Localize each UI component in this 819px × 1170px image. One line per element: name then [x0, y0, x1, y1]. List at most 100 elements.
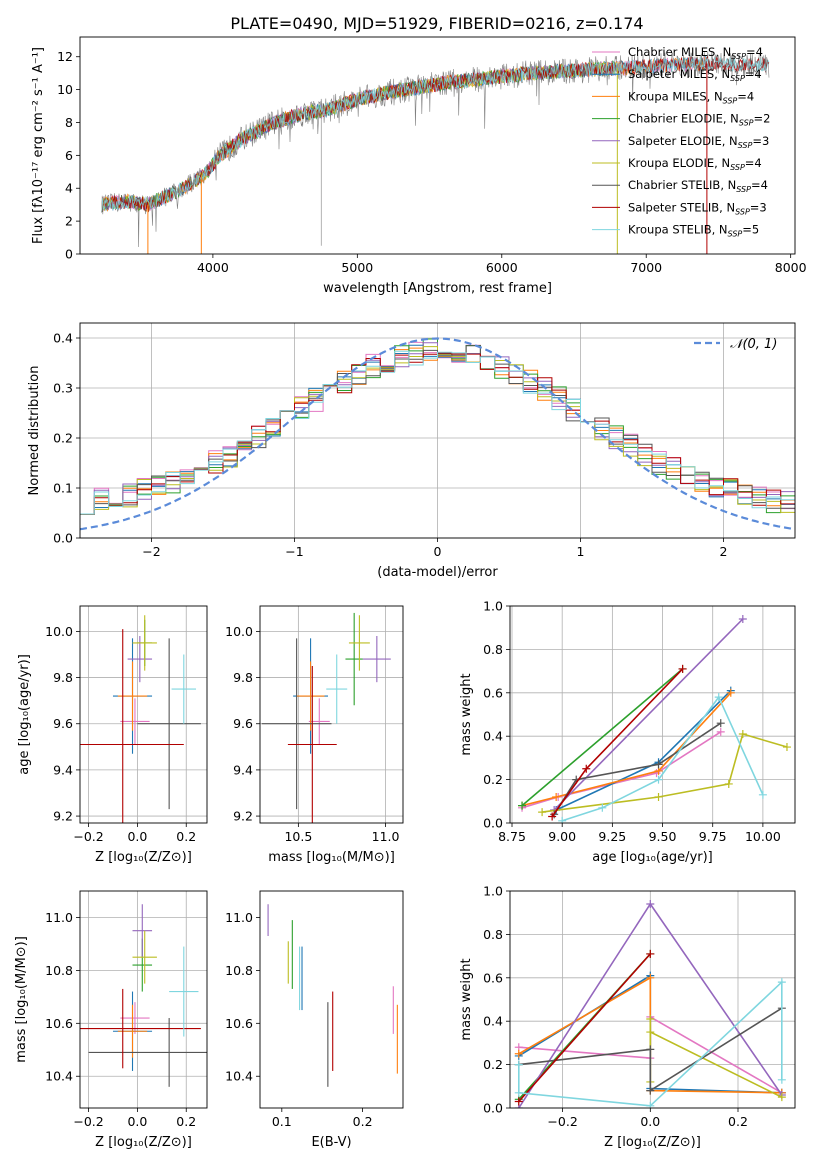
- weight_vs_Z-axes: −0.2 0.0 0.2 0.0 0.2 0.4 0.6 0.8 1.0 Z [log₁₀(Z/Z…: [459, 884, 796, 1150]
- age_vs_Z-ytick-label: 9.4: [53, 762, 73, 777]
- spectrum-frame: [79, 36, 796, 255]
- mass_vs_Z-frame: [79, 890, 208, 1109]
- weight-marker-3: [518, 801, 527, 810]
- mass_vs_ebv-axes: 0.1 0.2 10.4 10.6 10.8 11.0 E(B-V): [225, 890, 404, 1150]
- mass_vs_Z-xtick-label: 0.2: [176, 1114, 196, 1129]
- figure-title: PLATE=0490, MJD=51929, FIBERID=0216, z=0…: [230, 14, 643, 33]
- residuals-xtick-label: −1: [285, 544, 303, 559]
- weight_vs_age-frame: [509, 605, 796, 824]
- age_vs_mass-axes: 10.5 11.0 9.2 9.4 9.6 9.8 10.0 mass [log₁₀(M/M⊙…: [225, 605, 404, 865]
- mass_vs_Z-xtick-label: −0.2: [73, 1114, 103, 1129]
- age_vs_Z-frame: [79, 605, 208, 824]
- weight-marker-7: [514, 1097, 523, 1106]
- legend-label-4: Salpeter ELODIE, NSSP=3: [628, 134, 769, 150]
- mass_vs_Z-ytick-label: 11.0: [45, 910, 73, 925]
- age_vs_mass-plot-area: [261, 612, 391, 823]
- spectrum-plot-bg: [80, 37, 795, 254]
- spectrum-ytick-label: 0: [65, 247, 73, 262]
- weight_vs_age-ytick-label: 1.0: [483, 599, 503, 614]
- weight-marker-8: [714, 693, 723, 702]
- weight-marker-8: [558, 816, 567, 823]
- weight_vs_age-xtick-label: 9.50: [649, 829, 677, 844]
- weight-marker-6: [646, 1086, 655, 1095]
- weight-marker-6: [716, 719, 725, 728]
- legend-label-7: Salpeter STELIB, NSSP=3: [628, 200, 767, 216]
- age_vs_Z-ylabel: age [log₁₀(age/yr)]: [17, 654, 32, 775]
- mass_vs_Z-plot-bg: [80, 891, 207, 1108]
- residuals-xlabel: (data-model)/error: [377, 565, 498, 580]
- legend-label-6: Chabrier STELIB, NSSP=4: [628, 178, 768, 194]
- weight-line-2: [521, 692, 732, 807]
- weight-line-0: [521, 731, 722, 809]
- weight-marker-5: [724, 779, 733, 788]
- weight_vs_age-plot-bg: [510, 606, 795, 823]
- weight_vs_Z-xtick-label: 0.2: [728, 1114, 748, 1129]
- mass_vs_ebv-plot-bg: [260, 891, 403, 1108]
- spectrum-axes: 4000 5000 6000 7000 8000 0 2 4 6 8 10 12 wavelength …: [31, 36, 807, 296]
- spectrum-ytick-label: 8: [65, 115, 73, 130]
- histogram-8: [80, 350, 795, 515]
- mass_vs_Z-grid: [80, 891, 207, 1108]
- weight_vs_Z-frame: [509, 890, 796, 1109]
- weight_vs_Z-ytick-label: 0.8: [483, 927, 503, 942]
- weight_vs_age-ylabel: mass weight: [459, 673, 474, 755]
- age_vs_Z-plot-area: [80, 615, 201, 823]
- weight-marker-5: [654, 792, 663, 801]
- weight_vs_age-xtick-label: 9.00: [548, 829, 576, 844]
- weight_vs_Z-ytick-label: 0.4: [483, 1014, 503, 1029]
- residuals-ytick-label: 0.3: [53, 381, 73, 396]
- weight-marker-6: [654, 760, 663, 769]
- weight-marker-8: [654, 775, 663, 784]
- weight_vs_age-xtick-label: 9.25: [598, 829, 626, 844]
- weight-marker-4: [738, 615, 747, 624]
- weight-marker-2: [646, 973, 655, 982]
- gaussian-curve: [80, 337, 793, 531]
- age_vs_Z-ytick-label: 9.8: [53, 670, 73, 685]
- weight-marker-8: [514, 1060, 523, 1069]
- mass_vs_Z-ytick-label: 10.4: [45, 1069, 73, 1084]
- age_vs_Z-xtick-label: 0.2: [176, 829, 196, 844]
- age_vs_mass-xtick-label: 11.0: [372, 829, 400, 844]
- weight_vs_age-ytick-label: 0.4: [483, 729, 503, 744]
- weight-marker-7: [646, 949, 655, 958]
- weight_vs_Z-ytick-label: 0.6: [483, 970, 503, 985]
- spectrum-ytick-label: 4: [65, 181, 73, 196]
- mass_vs_ebv-frame: [259, 890, 404, 1109]
- mass_vs_ebv-plot-area: [267, 904, 398, 1087]
- spectrum-xlabel: wavelength [Angstrom, rest frame]: [323, 281, 552, 296]
- weight_vs_Z-ticks: −0.2 0.0 0.2 0.0 0.2 0.4 0.6 0.8 1.0: [483, 884, 748, 1130]
- spectrum-ytick-label: 6: [65, 148, 73, 163]
- age_vs_Z-ticks: −0.2 0.0 0.2 9.2 9.4 9.6 9.8 10.0: [45, 624, 196, 844]
- legend-label-3: Chabrier ELODIE, NSSP=2: [628, 112, 770, 128]
- age_vs_mass-xtick-label: 10.5: [284, 829, 312, 844]
- residuals-plot-area: [80, 337, 795, 531]
- age_vs_mass-ytick-label: 9.6: [233, 716, 253, 731]
- weight-marker-8: [646, 1101, 655, 1108]
- weight-line-6: [518, 1007, 783, 1093]
- age_vs_mass-ytick-label: 9.2: [233, 809, 253, 824]
- weight_vs_age-ticks: 8.75 9.00 9.25 9.50 9.75 10.00 0.0 0.2 0.4 0.6 0.8…: [483, 599, 781, 845]
- model-line-8: [101, 56, 770, 212]
- weight-marker-2: [552, 792, 561, 801]
- weight-marker-5: [777, 1093, 786, 1102]
- weight_vs_age-ytick-label: 0.6: [483, 685, 503, 700]
- age_vs_Z-axes: −0.2 0.0 0.2 9.2 9.4 9.6 9.8 10.0 Z [log₁₀(Z/Z⊙)…: [17, 605, 208, 865]
- mass_vs_ebv-ticks: 0.1 0.2 10.4 10.6 10.8 11.0: [225, 910, 372, 1129]
- age_vs_Z-ytick-label: 10.0: [45, 624, 73, 639]
- mass_vs_Z-axes: −0.2 0.0 0.2 10.4 10.6 10.8 11.0 Z [log₁₀(Z/Z⊙)…: [14, 890, 208, 1150]
- weight_vs_age-xtick-label: 8.75: [498, 829, 526, 844]
- residuals-xtick-label: 2: [720, 544, 728, 559]
- spectrum-legend: Chabrier MILES, NSSP=4 Salpeter MILES, NS…: [592, 45, 770, 239]
- weight-marker-5: [538, 808, 547, 817]
- weight_vs_Z-ytick-label: 0.0: [483, 1101, 503, 1116]
- weight_vs_Z-ylabel: mass weight: [459, 958, 474, 1040]
- weight_vs_Z-xtick-label: 0.0: [640, 1114, 660, 1129]
- weight-marker-5: [646, 1015, 655, 1024]
- weight-marker-7: [548, 812, 557, 821]
- residuals-ytick-label: 0.0: [53, 531, 73, 546]
- weight-marker-8: [514, 1088, 523, 1097]
- weight-marker-5: [738, 730, 747, 739]
- weight_vs_age-ytick-label: 0.8: [483, 642, 503, 657]
- spectrum-xtick-label: 8000: [775, 260, 807, 275]
- spectrum-ylabel: Flux [fλ10⁻¹⁷ erg cm⁻² s⁻¹ A⁻¹]: [31, 47, 46, 244]
